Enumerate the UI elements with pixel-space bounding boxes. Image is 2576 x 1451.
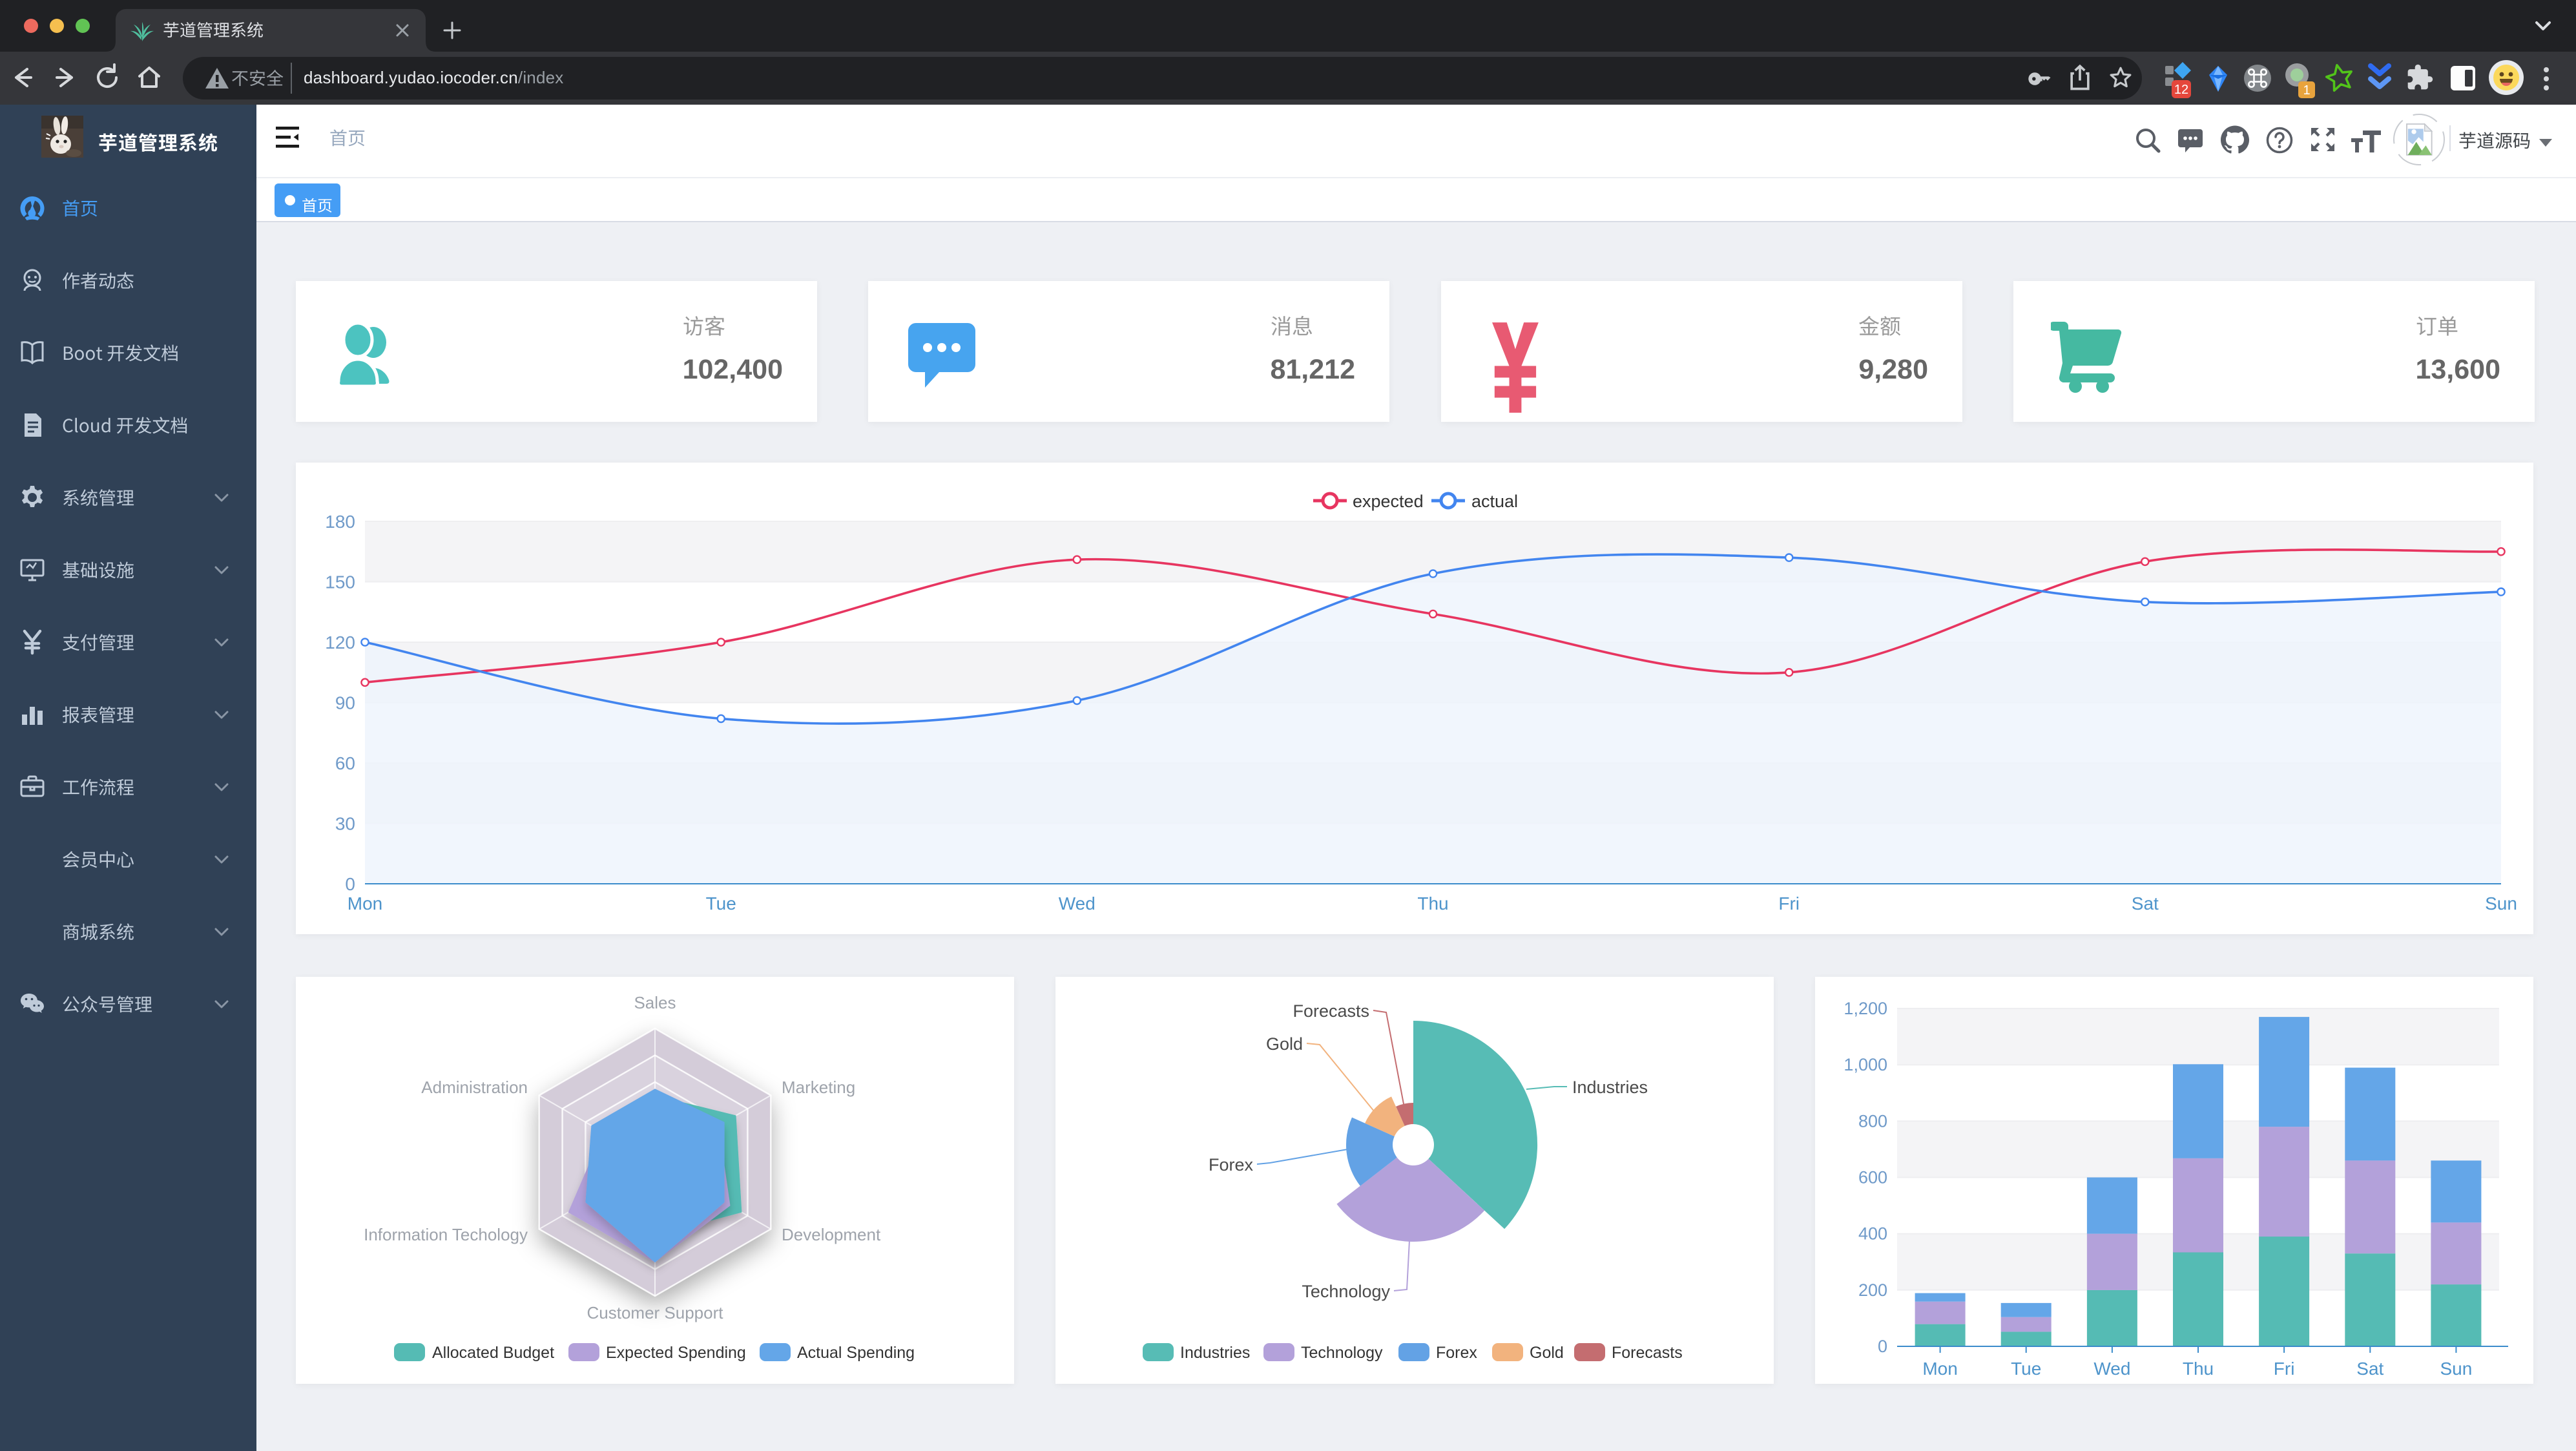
svg-text:Mon: Mon (348, 893, 382, 913)
svg-text:Fri: Fri (2274, 1359, 2295, 1379)
svg-text:150: 150 (325, 572, 355, 592)
svg-text:Administration: Administration (421, 1078, 528, 1097)
svg-text:Development: Development (782, 1225, 881, 1244)
svg-text:Forex: Forex (1209, 1155, 1254, 1174)
svg-text:200: 200 (1858, 1280, 1887, 1300)
svg-text:Customer Support: Customer Support (587, 1303, 724, 1322)
svg-text:Sun: Sun (2485, 893, 2517, 913)
svg-text:Thu: Thu (2183, 1359, 2214, 1379)
svg-text:Technology: Technology (1302, 1282, 1390, 1301)
svg-text:Fri: Fri (1778, 893, 1800, 913)
svg-text:1: 1 (2303, 83, 2310, 98)
svg-text:Forex: Forex (1436, 1344, 1477, 1362)
svg-text:Industries: Industries (1572, 1078, 1648, 1097)
svg-text:actual: actual (1471, 492, 1518, 511)
svg-text:Sat: Sat (2132, 893, 2159, 913)
svg-text:expected: expected (1353, 492, 1424, 511)
svg-text:1,200: 1,200 (1844, 999, 1887, 1018)
svg-text:0: 0 (1878, 1337, 1887, 1356)
svg-text:Forecasts: Forecasts (1612, 1344, 1683, 1362)
svg-text:Gold: Gold (1530, 1344, 1564, 1362)
svg-text:Gold: Gold (1266, 1034, 1303, 1054)
svg-text:Sat: Sat (2356, 1359, 2384, 1379)
svg-text:Allocated Budget: Allocated Budget (432, 1344, 554, 1362)
svg-text:12: 12 (2174, 83, 2188, 97)
svg-text:Technology: Technology (1301, 1344, 1383, 1362)
svg-text:Sun: Sun (2440, 1359, 2472, 1379)
svg-text:Information Techology: Information Techology (364, 1225, 528, 1244)
svg-text:1,000: 1,000 (1844, 1055, 1887, 1074)
svg-text:Tue: Tue (2011, 1359, 2041, 1379)
svg-text:Tue: Tue (706, 893, 736, 913)
svg-text:120: 120 (325, 632, 355, 652)
svg-text:Forecasts: Forecasts (1293, 1001, 1369, 1021)
svg-text:180: 180 (325, 512, 355, 532)
svg-text:90: 90 (335, 693, 355, 713)
svg-text:800: 800 (1858, 1111, 1887, 1131)
svg-text:30: 30 (335, 814, 355, 834)
svg-text:400: 400 (1858, 1224, 1887, 1244)
svg-text:Thu: Thu (1417, 893, 1448, 913)
svg-text:Sales: Sales (634, 993, 676, 1012)
svg-text:Industries: Industries (1180, 1344, 1250, 1362)
svg-text:Expected Spending: Expected Spending (606, 1344, 746, 1362)
svg-text:Marketing: Marketing (782, 1078, 855, 1097)
svg-text:Wed: Wed (1059, 893, 1096, 913)
svg-text:0: 0 (345, 874, 355, 894)
svg-text:60: 60 (335, 753, 355, 773)
svg-text:Actual Spending: Actual Spending (797, 1344, 915, 1362)
svg-text:Mon: Mon (1922, 1359, 1957, 1379)
svg-text:600: 600 (1858, 1168, 1887, 1187)
svg-text:Wed: Wed (2093, 1359, 2130, 1379)
